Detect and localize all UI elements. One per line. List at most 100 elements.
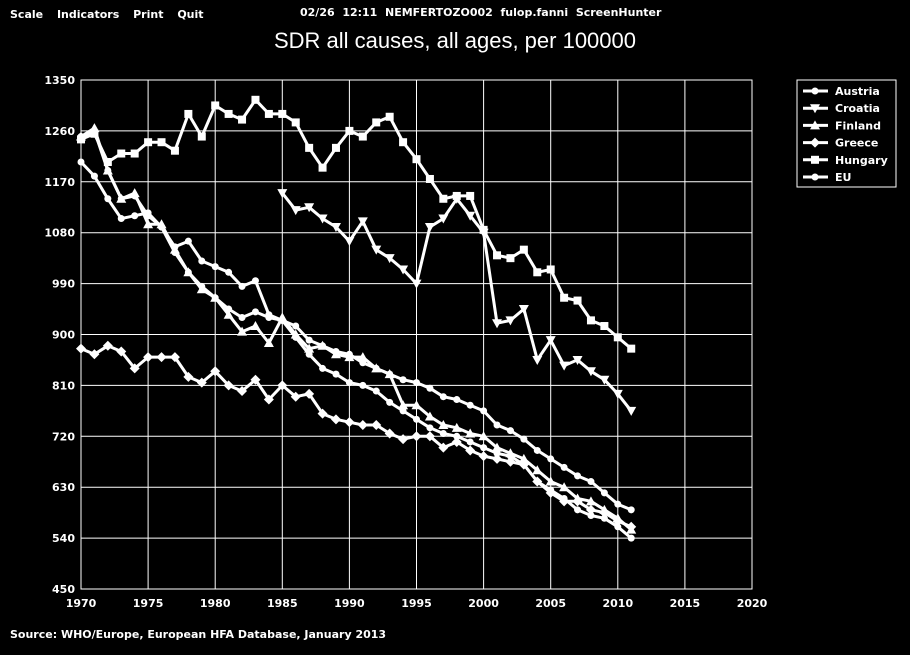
data-point-austria <box>211 263 219 271</box>
data-point-greece <box>102 340 113 351</box>
data-point-greece <box>89 349 100 360</box>
data-point-hungary <box>519 245 528 254</box>
y-tick-label: 720 <box>52 430 75 443</box>
data-point-hungary <box>439 194 448 203</box>
data-point-hungary <box>345 126 354 135</box>
data-point-croatia <box>585 367 596 377</box>
data-point-austria <box>198 257 206 265</box>
header-time: 12:11 <box>342 6 378 19</box>
data-point-eu <box>587 478 595 486</box>
data-point-greece <box>116 346 127 357</box>
data-point-finland <box>424 411 435 421</box>
menu-print[interactable]: Print <box>133 8 164 21</box>
source-note: Source: WHO/Europe, European HFA Databas… <box>10 628 387 641</box>
data-point-hungary <box>600 322 609 331</box>
data-point-eu <box>104 166 112 174</box>
data-point-hungary <box>331 143 340 152</box>
data-point-eu <box>77 133 85 141</box>
data-point-greece <box>143 352 154 363</box>
data-point-greece <box>559 496 570 507</box>
menu-indicators[interactable]: Indicators <box>56 8 120 21</box>
data-point-croatia <box>384 254 395 264</box>
data-point-eu <box>493 421 501 429</box>
data-point-austria <box>453 432 461 440</box>
axes: 450 540 630 720 810 900 990 1080 1170 1260 1350 197… <box>44 74 767 610</box>
legend-label-austria: Austria <box>835 85 880 98</box>
x-tick-label: 2005 <box>535 597 566 610</box>
data-point-finland <box>492 442 503 452</box>
data-point-greece <box>304 388 315 399</box>
x-tick-label: 2010 <box>602 597 633 610</box>
legend-label-greece: Greece <box>835 137 878 150</box>
series-group <box>76 95 637 542</box>
header-session: NEMFERTOZO002 <box>385 6 493 19</box>
header-user: fulop.fanni <box>500 6 569 19</box>
data-point-greece <box>183 371 194 382</box>
legend-label-hungary: Hungary <box>835 154 888 167</box>
data-point-greece <box>250 374 261 385</box>
data-point-austria <box>184 237 192 245</box>
data-point-eu <box>184 268 192 276</box>
data-point-greece <box>317 408 328 419</box>
data-point-finland <box>250 321 261 331</box>
data-point-hungary <box>130 149 139 158</box>
data-point-hungary <box>291 118 300 127</box>
series-croatia <box>277 189 637 416</box>
header-date: 02/26 <box>300 6 335 19</box>
data-point-croatia <box>559 361 570 371</box>
data-point-croatia <box>357 217 368 227</box>
data-point-hungary <box>251 95 260 104</box>
data-point-hungary <box>573 296 582 305</box>
data-point-eu <box>238 314 246 322</box>
data-point-greece <box>599 507 610 518</box>
data-point-greece <box>572 496 583 507</box>
menu-quit[interactable]: Quit <box>177 8 204 21</box>
data-point-croatia <box>371 245 382 255</box>
data-point-greece <box>290 391 301 402</box>
data-point-eu <box>117 195 125 203</box>
data-point-eu <box>600 489 608 497</box>
data-point-austria <box>319 364 327 372</box>
data-point-finland <box>263 337 274 347</box>
header-app: ScreenHunter <box>575 6 662 19</box>
x-tick-label: 2020 <box>737 597 768 610</box>
data-point-finland <box>411 400 422 410</box>
data-point-eu <box>533 446 541 454</box>
series-line-eu <box>80 129 632 512</box>
legend-box <box>796 79 897 188</box>
data-point-eu <box>426 384 434 392</box>
data-point-hungary <box>533 268 542 277</box>
data-point-austria <box>77 158 85 166</box>
data-point-croatia <box>344 237 355 247</box>
data-point-austria <box>225 268 233 276</box>
data-point-austria <box>238 282 246 290</box>
data-point-eu <box>466 401 474 409</box>
data-point-hungary <box>399 138 408 147</box>
y-tick-label: 540 <box>52 532 75 545</box>
data-point-greece <box>169 352 180 363</box>
x-tick-label: 1985 <box>267 597 298 610</box>
data-point-eu <box>399 376 407 384</box>
data-point-hungary <box>318 163 327 172</box>
data-point-hungary <box>546 265 555 274</box>
legend-label-eu: EU <box>835 171 851 184</box>
menu-scale[interactable]: Scale <box>10 8 44 21</box>
data-point-croatia <box>290 206 301 216</box>
data-point-greece <box>384 428 395 439</box>
data-point-croatia <box>599 375 610 385</box>
data-point-hungary <box>466 191 475 200</box>
data-point-eu <box>627 506 635 514</box>
y-tick-label: 1170 <box>44 176 75 189</box>
data-point-finland <box>478 431 489 441</box>
data-point-croatia <box>465 211 476 221</box>
legend-marker-eu <box>811 173 819 181</box>
data-point-eu <box>211 294 219 302</box>
data-point-finland <box>438 419 449 429</box>
data-point-austria <box>587 511 595 519</box>
data-point-austria <box>131 212 139 220</box>
y-tick-label: 990 <box>52 278 75 291</box>
data-point-finland <box>518 453 529 463</box>
data-point-croatia <box>572 355 583 365</box>
data-point-eu <box>225 305 233 313</box>
data-point-eu <box>198 282 206 290</box>
